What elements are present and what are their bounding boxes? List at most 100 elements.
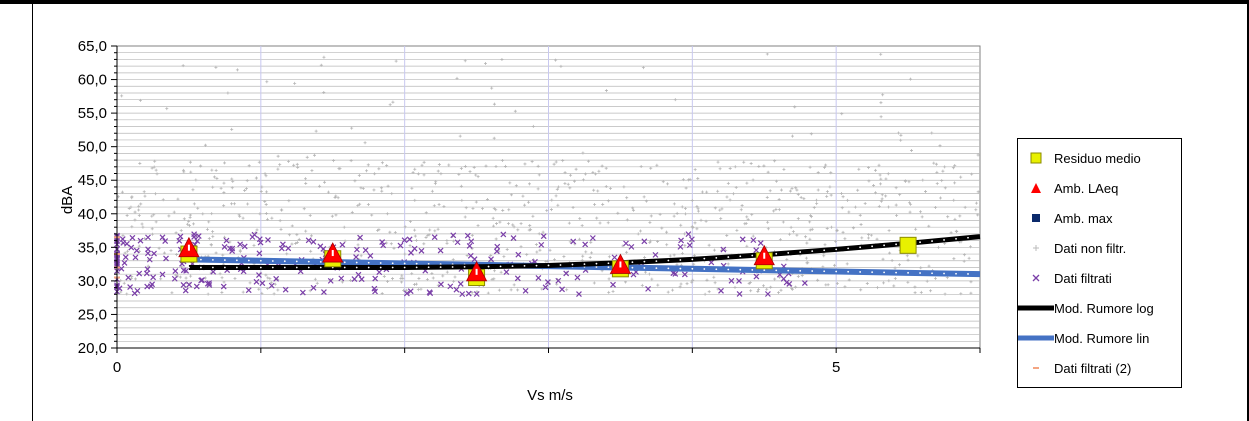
dati-non-filtr-point [494,237,498,241]
dati-non-filtr-point [215,176,219,180]
dati-non-filtr-point [823,166,827,170]
dati-non-filtr-point [497,249,501,253]
dati-filtrati-point [210,268,217,275]
dati-non-filtr-point [293,81,297,85]
dati-filtrati-point [685,231,692,238]
x-tick-label: 0 [113,359,121,376]
dati-non-filtr-point [211,185,215,189]
dati-non-filtr-point [550,198,554,202]
mod-rumore-log-line-dot [739,255,742,258]
dati-non-filtr-point [860,236,864,240]
dati-filtrati-point [407,288,414,295]
dati-non-filtr-point [254,176,258,180]
dati-non-filtr-point [834,239,838,243]
dati-non-filtr-point [150,232,154,236]
dati-filtrati-point [397,242,404,249]
dati-non-filtr-point [152,213,156,217]
dati-non-filtr-point [829,171,833,175]
legend-item: Mod. Rumore log [1018,295,1181,321]
dati-non-filtr-point [828,185,832,189]
dati-non-filtr-point [430,189,434,193]
dati-non-filtr-point [385,164,389,168]
dati-filtrati-point [143,270,150,277]
dati-filtrati-point [459,291,466,298]
dati-non-filtr-point [266,287,270,291]
dati-filtrati-point [137,237,144,244]
dati-non-filtr-point [119,290,123,294]
legend-label: Amb. max [1054,210,1113,226]
dati-non-filtr-point [218,272,222,276]
dati-non-filtr-point [559,64,563,68]
dati-non-filtr-point [422,160,426,164]
dati-non-filtr-point [304,229,308,233]
dati-non-filtr-point [211,235,215,239]
dati-non-filtr-point [908,210,912,214]
dati-non-filtr-point [143,194,147,198]
dati-non-filtr-point [751,178,755,182]
amb-laeq-center-mark [331,250,334,257]
dati-non-filtr-point [322,90,326,94]
dati-non-filtr-point [500,58,504,62]
mod-rumore-lin-line-dot [715,268,718,271]
mod-rumore-log-line-dot [259,266,262,269]
dati-filtrati-point [379,239,386,245]
y-tick-label: 50,0 [78,139,107,156]
dati-filtrati-point [362,247,369,254]
dati-non-filtr-point [159,277,163,281]
dati-non-filtr-point [390,192,394,196]
dati-non-filtr-point [465,254,469,258]
dati-filtrati-point [148,283,154,290]
dati-non-filtr-point [893,266,897,270]
dati-non-filtr-point [569,173,573,177]
dati-non-filtr-point [604,89,608,93]
dati-filtrati-point [339,241,346,248]
dati-filtrati-point [195,233,202,239]
dati-non-filtr-point [276,288,280,292]
dati-non-filtr-point [757,164,761,168]
dati-non-filtr-point [952,198,956,202]
dati-non-filtr-point [906,280,910,284]
dati-non-filtr-point [410,272,414,276]
dati-non-filtr-point [220,290,224,294]
dati-non-filtr-point [222,191,226,195]
dati-non-filtr-point [334,213,338,217]
dati-non-filtr-point [888,251,892,255]
dati-non-filtr-point [343,239,347,243]
dati-non-filtr-point [907,180,911,184]
dati-non-filtr-point [649,214,653,218]
dati-non-filtr-point [203,143,207,147]
dati-non-filtr-point [679,282,683,286]
dati-filtrati-point [582,241,589,248]
dati-filtrati-point [144,250,151,257]
dati-non-filtr-point [476,224,480,228]
dati-non-filtr-point [523,203,527,207]
dati-non-filtr-point [825,190,829,194]
dati-filtrati-point [574,274,581,281]
dati-non-filtr-point [943,186,947,190]
dati-non-filtr-point [673,98,677,102]
dati-non-filtr-point [170,291,174,295]
dati-filtrati-point [677,243,684,250]
mod-rumore-log-line-dot [967,236,969,239]
dati-non-filtr-point [376,228,380,232]
mod-rumore-log-line-dot [727,256,730,258]
dati-filtrati-point [177,233,184,240]
y-tick-label: 30,0 [78,273,107,290]
dati-non-filtr-point [867,233,871,237]
dati-non-filtr-point [732,192,736,196]
mod-rumore-log-line-dot [787,252,790,254]
dati-non-filtr-point [796,274,800,278]
dati-non-filtr-point [690,224,694,228]
dati-non-filtr-point [152,165,156,169]
dati-filtrati-point [453,286,460,293]
markers [178,236,917,287]
dati-non-filtr-point [154,220,158,224]
dati-filtrati-point [256,250,263,257]
dati-non-filtr-point [489,253,493,257]
dati-non-filtr-point [793,105,797,109]
dati-non-filtr-point [735,228,739,232]
amb-laeq-center-mark [187,244,190,251]
dati-non-filtr-point [598,221,602,225]
mod-rumore-lin-line-dot [931,272,933,275]
